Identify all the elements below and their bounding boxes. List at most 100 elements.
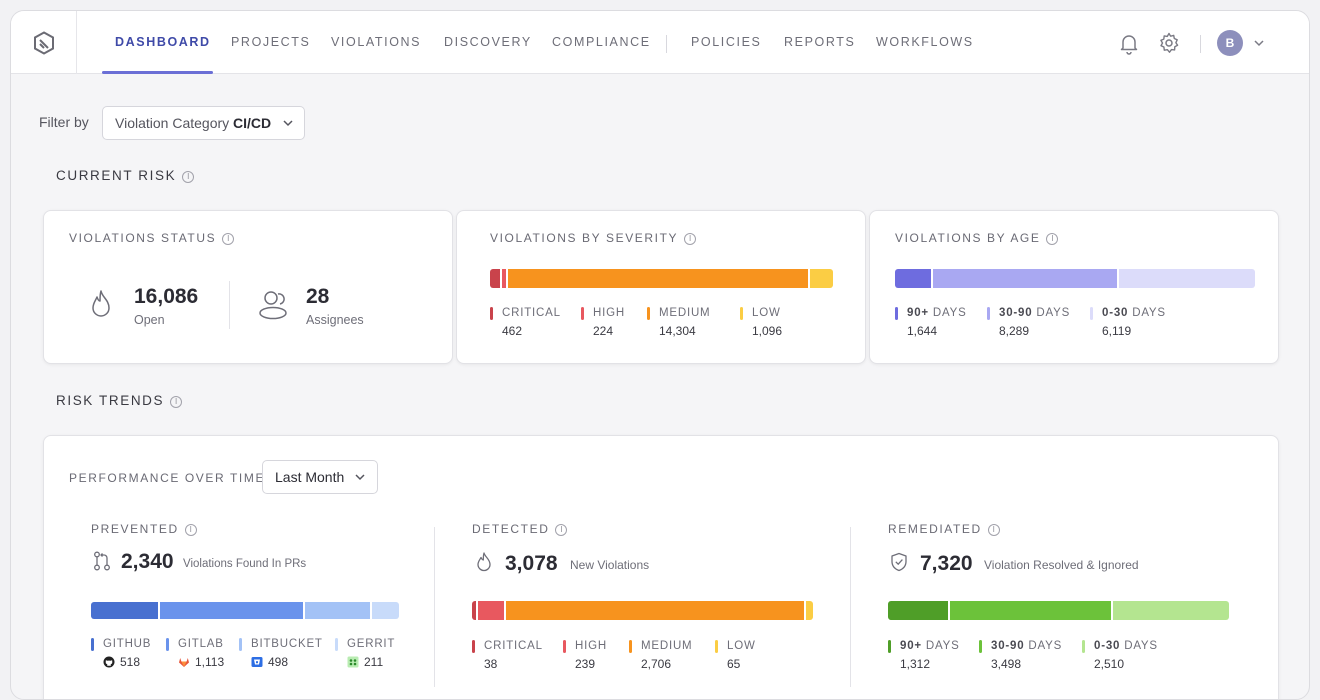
remediated-count: 7,320	[920, 552, 973, 575]
legend-swatch	[647, 307, 650, 320]
violations-status-card: VIOLATIONS STATUS i 16,086 Open 28 Assign…	[43, 210, 453, 364]
nav-policies[interactable]: POLICIES	[691, 35, 762, 49]
prevented-title: PREVENTED i	[91, 522, 197, 536]
bar-segment-0	[895, 269, 932, 288]
bar-segment-0	[888, 601, 949, 620]
filter-prefix: Violation Category	[115, 115, 230, 131]
top-nav: DASHBOARD PROJECTS VIOLATIONS DISCOVERY …	[11, 11, 1309, 74]
nav-projects[interactable]: PROJECTS	[231, 35, 311, 49]
info-icon[interactable]: i	[170, 396, 183, 408]
legend-label: GITLAB	[178, 638, 224, 650]
bell-icon[interactable]	[1117, 31, 1141, 55]
assignees-count: 28	[306, 285, 330, 308]
filter-label: Filter by	[39, 114, 89, 130]
remediated-bar	[888, 601, 1229, 620]
flame-icon	[477, 552, 491, 572]
bar-segment-1	[933, 269, 1118, 288]
age-bar	[895, 269, 1255, 288]
nav-divider-right	[1200, 35, 1201, 53]
legend-label: HIGH	[593, 307, 625, 319]
legend-label: LOW	[727, 640, 756, 652]
user-avatar[interactable]: B	[1217, 30, 1243, 56]
flame-icon	[92, 290, 110, 317]
legend-swatch	[1082, 640, 1085, 653]
bar-segment-0	[91, 602, 158, 619]
divider	[434, 527, 435, 687]
legend-swatch	[166, 638, 169, 651]
prevented-bar	[91, 602, 399, 619]
legend-value: 8,289	[999, 324, 1030, 338]
legend-value: 1,644	[907, 324, 938, 338]
bar-segment-3	[371, 602, 399, 619]
legend-value: 2,706	[641, 657, 672, 671]
legend-label: GITHUB	[103, 638, 152, 650]
bar-segment-2	[508, 269, 809, 288]
users-icon	[259, 291, 287, 320]
bar-segment-2	[506, 601, 804, 620]
nav-divider	[666, 35, 667, 53]
legend-swatch	[888, 640, 891, 653]
category-filter-select[interactable]: Violation Category CI/CD	[102, 106, 305, 140]
legend-swatch	[563, 640, 566, 653]
legend-swatch	[490, 307, 493, 320]
bar-segment-1	[950, 601, 1112, 620]
performance-card: PERFORMANCE OVER TIME	[43, 435, 1279, 699]
divider	[850, 527, 851, 687]
legend-swatch	[1090, 307, 1093, 320]
info-icon[interactable]: i	[555, 524, 568, 536]
legend-swatch	[239, 638, 242, 651]
shield-check-icon	[891, 552, 907, 572]
nav-active-indicator	[102, 71, 213, 74]
bar-segment-0	[490, 269, 500, 288]
nav-reports[interactable]: REPORTS	[784, 35, 856, 49]
detected-bar	[472, 601, 813, 620]
nav-discovery[interactable]: DISCOVERY	[444, 35, 532, 49]
info-icon[interactable]: i	[684, 233, 697, 245]
info-icon[interactable]: i	[987, 524, 1000, 536]
bar-segment-3	[805, 601, 813, 620]
remediated-title: REMEDIATED i	[888, 522, 1000, 536]
legend-label: BITBUCKET	[251, 638, 323, 650]
violations-by-age-card: VIOLATIONS BY AGE i 90+ DAYS 1,644 30-90 DA…	[869, 210, 1279, 364]
legend-value: 498	[251, 655, 288, 669]
legend-swatch	[91, 638, 94, 651]
violations-by-severity-card: VIOLATIONS BY SEVERITY i CRITICAL 462 HIGH 2…	[456, 210, 866, 364]
chevron-down-icon	[355, 474, 365, 481]
card-title: VIOLATIONS BY AGE i	[895, 231, 1059, 245]
period-select[interactable]: Last Month	[262, 460, 378, 494]
nav-compliance[interactable]: COMPLIANCE	[552, 35, 651, 49]
legend-swatch	[581, 307, 584, 320]
legend-swatch	[740, 307, 743, 320]
chevron-down-icon[interactable]	[1253, 37, 1265, 49]
legend-swatch	[715, 640, 718, 653]
pull-request-icon	[94, 551, 110, 571]
remediated-desc: Violation Resolved & Ignored	[984, 558, 1139, 572]
legend-swatch	[472, 640, 475, 653]
legend-swatch	[895, 307, 898, 320]
legend-swatch	[335, 638, 338, 651]
info-icon[interactable]: i	[222, 233, 235, 245]
legend-label: 0-30 DAYS	[1094, 640, 1158, 652]
bar-segment-3	[810, 269, 833, 288]
bar-segment-1	[501, 269, 507, 288]
nav-violations[interactable]: VIOLATIONS	[331, 35, 422, 49]
info-icon[interactable]: i	[182, 171, 195, 183]
bar-segment-2	[1119, 269, 1255, 288]
legend-value: 224	[593, 324, 614, 338]
legend-swatch	[629, 640, 632, 653]
legend-label: CRITICAL	[502, 307, 561, 319]
logo-icon	[33, 30, 54, 55]
period-value: Last Month	[275, 469, 345, 485]
info-icon[interactable]: i	[1046, 233, 1059, 245]
bar-segment-2	[305, 602, 370, 619]
logo[interactable]	[11, 11, 77, 74]
nav-workflows[interactable]: WORKFLOWS	[876, 35, 974, 49]
legend-value: 14,304	[659, 324, 696, 338]
legend-label: 30-90 DAYS	[991, 640, 1063, 652]
legend-label: LOW	[752, 307, 781, 319]
nav-dashboard[interactable]: DASHBOARD	[115, 35, 211, 49]
chevron-down-icon	[283, 120, 293, 127]
prevented-desc: Violations Found In PRs	[183, 558, 307, 570]
info-icon[interactable]: i	[184, 524, 197, 536]
gear-icon[interactable]	[1157, 31, 1181, 55]
